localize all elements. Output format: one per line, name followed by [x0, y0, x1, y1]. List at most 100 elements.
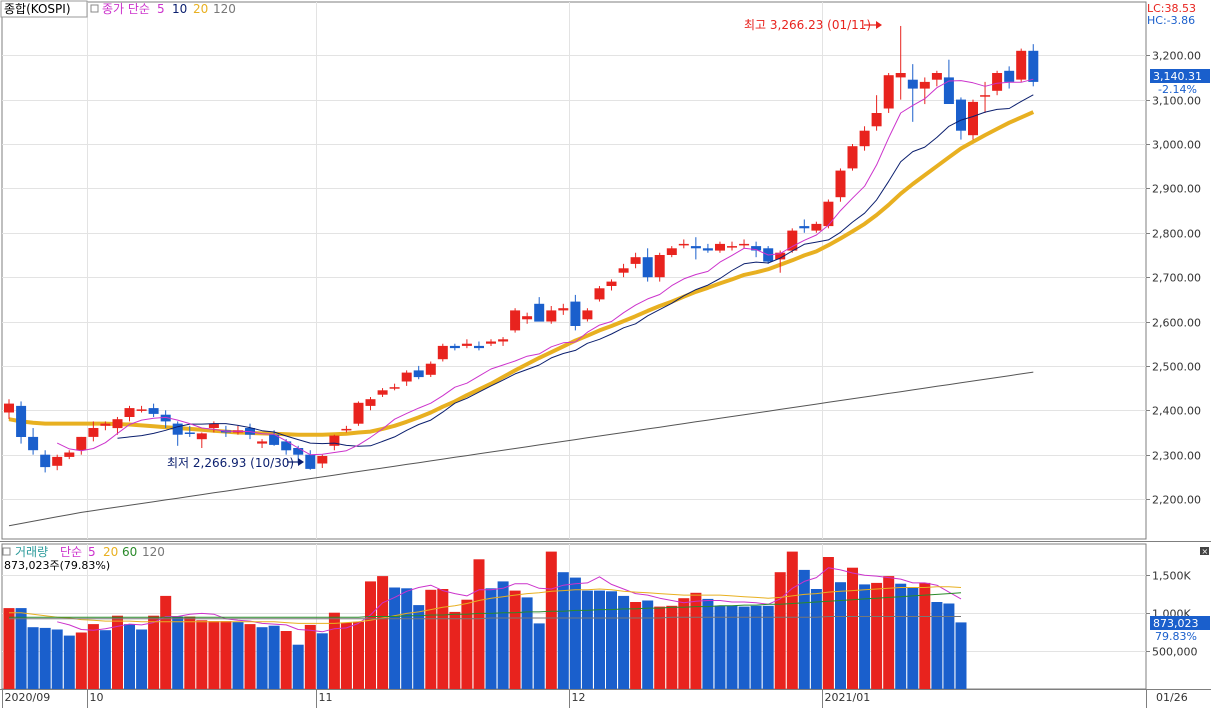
volume-ma-120: 120: [142, 545, 165, 559]
volume-y-tick-label: 1,500K: [1152, 570, 1191, 583]
volume-bar: [702, 598, 714, 689]
candle-body: [931, 73, 942, 80]
candle-body: [269, 434, 280, 445]
candle: [787, 228, 798, 253]
volume-bar: [762, 605, 774, 689]
candle: [980, 81, 991, 113]
candle: [377, 388, 388, 397]
candle: [4, 399, 14, 420]
candle-body: [425, 363, 436, 375]
volume-bar: [401, 588, 413, 689]
candle-body: [871, 113, 882, 127]
candle-body: [787, 230, 798, 251]
candle-body: [148, 408, 159, 414]
price-badge-change: -2.14%: [1158, 83, 1197, 96]
candle-body: [4, 403, 14, 413]
candle: [570, 294, 581, 331]
ma-settings-icon[interactable]: [90, 4, 99, 13]
candle-body: [461, 343, 472, 346]
price-y-tick-label: 2,500.00: [1152, 361, 1201, 374]
candle: [546, 306, 557, 324]
candle: [907, 64, 918, 122]
candle-body: [160, 414, 171, 422]
candle: [943, 59, 954, 104]
candle-body: [64, 452, 75, 457]
volume-settings-icon[interactable]: [2, 547, 11, 556]
candle: [28, 428, 39, 455]
candle-body: [895, 73, 906, 78]
candle-body: [124, 408, 135, 417]
candle: [883, 73, 894, 113]
candle: [534, 297, 545, 322]
pane-close-button[interactable]: [1200, 547, 1209, 555]
volume-bar: [316, 633, 328, 689]
ma-120-line: [8, 371, 1034, 527]
hc-value: HC:-3.86: [1147, 14, 1195, 27]
candle: [148, 403, 159, 417]
candle: [425, 361, 436, 378]
volume-bar: [895, 583, 907, 689]
volume-bar: [630, 602, 642, 689]
volume-bar: [473, 559, 485, 689]
ma-period-20: 20: [193, 2, 208, 16]
candle: [690, 237, 701, 260]
volume-title: 거래량: [15, 545, 48, 559]
volume-bar: [521, 597, 533, 689]
ma-period-5: 5: [157, 2, 165, 16]
candle: [437, 343, 448, 362]
symbol-label[interactable]: 종합(KOSPI): [4, 2, 71, 16]
price-y-tick-label: 2,600.00: [1152, 317, 1201, 330]
price-y-tick-label: 3,200.00: [1152, 50, 1201, 63]
price-pane[interactable]: 2,200.00 2,300.00 2,400.00 2,500.00 2,600.00…: [1, 1, 1201, 540]
volume-ma-60-line: [9, 592, 962, 618]
high-arrow-icon: [864, 21, 882, 29]
x-axis-label: 11: [319, 691, 333, 704]
candle: [257, 439, 268, 449]
candle: [449, 343, 460, 351]
candle: [678, 239, 689, 249]
candle: [52, 454, 63, 471]
volume-bar: [545, 551, 557, 689]
volume-bar: [136, 629, 148, 689]
candle: [895, 25, 906, 100]
volume-bar: [955, 622, 967, 689]
candle-body: [835, 170, 846, 198]
candle-body: [956, 99, 966, 131]
candle-body: [389, 387, 400, 389]
close-icon[interactable]: ×: [1202, 547, 1209, 556]
candle-body: [88, 428, 99, 437]
candle-body: [136, 409, 147, 411]
low-arrow-icon: [287, 458, 304, 466]
candle-body: [630, 257, 641, 264]
volume-bar: [871, 582, 883, 689]
volume-bar: [3, 608, 15, 689]
high-annotation: 최고 3,266.23 (01/11): [744, 18, 871, 32]
volume-bar: [256, 627, 268, 689]
volume-bar: [184, 616, 196, 689]
x-axis-end-label: 01/26: [1156, 691, 1188, 704]
candle-body: [474, 345, 484, 349]
candle-body: [558, 308, 569, 311]
candle-body: [642, 257, 653, 278]
volume-y-tick-label: 500,000: [1152, 646, 1198, 659]
candle: [64, 450, 75, 460]
ma-period-10: 10: [172, 2, 187, 16]
candle: [76, 436, 87, 455]
candle-body: [293, 448, 304, 455]
volume-bar: [666, 605, 678, 689]
volume-bar: [883, 576, 895, 689]
symbol-box[interactable]: [0, 0, 88, 18]
price-y-tick-label: 2,300.00: [1152, 450, 1201, 463]
volume-bar: [172, 616, 184, 689]
candle-body: [257, 441, 268, 444]
candle: [775, 250, 786, 273]
candle: [486, 339, 496, 346]
candle: [702, 243, 713, 253]
volume-bar: [148, 615, 160, 689]
candle-body: [1028, 50, 1039, 82]
x-axis-label: 10: [90, 691, 104, 704]
